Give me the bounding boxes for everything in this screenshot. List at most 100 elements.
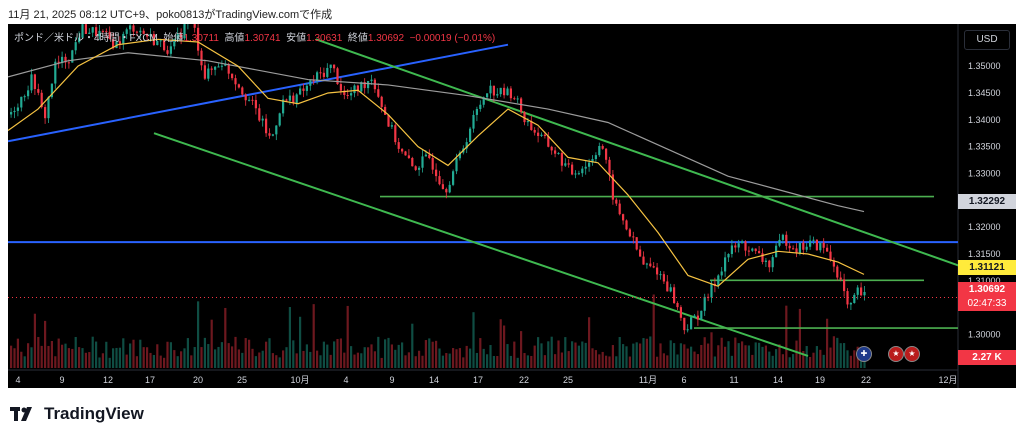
volume-bar [588,317,591,368]
candle-body [118,41,121,45]
volume-bar [353,354,356,368]
candle-body [856,287,859,295]
candle-body [605,148,608,160]
candle-body [513,98,516,100]
candle-body [234,78,237,85]
candle-body [132,25,135,32]
candle-body [499,87,502,95]
candle-body [526,121,529,123]
candle-body [288,95,291,101]
currency-button[interactable]: USD [964,30,1010,50]
volume-bar [329,354,332,368]
volume-bar [574,342,577,368]
long-moving-average [8,52,865,213]
us-flag-icon[interactable]: ★ [888,346,904,362]
volume-bar [550,336,553,368]
candle-body [455,158,458,172]
volume-bar [200,347,203,368]
candle-body [220,65,223,67]
candle-body [244,94,247,101]
volume-bar [683,344,686,368]
candle-body [751,248,754,251]
candle-body [285,99,288,101]
candle-body [67,62,70,64]
price-plot[interactable]: 1.350001.345001.340001.335001.330001.325… [8,24,1016,388]
volume-bar [520,331,523,368]
candle-body [741,241,744,244]
candle-body [30,74,33,91]
candle-body [407,155,410,159]
candle-body [33,74,36,90]
candle-body [258,108,261,121]
candle-body [169,46,172,54]
volume-bar [278,357,281,368]
us-flag-icon[interactable]: ★ [904,346,920,362]
volume-bar [662,353,665,368]
candle-body [639,249,642,257]
candle-body [333,64,336,69]
candle-body [401,148,404,152]
volume-bar [472,312,475,368]
candle-body [520,98,523,112]
candle-body [730,245,733,254]
volume-bar [815,346,818,368]
candle-body [326,67,329,77]
candle-body [710,283,713,298]
volume-bar [261,350,264,368]
candle-body [251,99,254,101]
candle-body [10,112,13,115]
candle-body [853,294,856,303]
candle-body [768,260,771,268]
volume-bar [71,348,74,368]
volume-bar [424,340,427,368]
candle-body [662,274,665,282]
volume-bar [37,336,40,368]
high-label: 高値 [224,33,245,44]
volume-bar [88,352,91,368]
candle-body [652,266,655,268]
volume-bar [23,356,26,368]
gb-flag-icon[interactable]: ✚ [856,346,872,362]
candle-body [135,31,138,33]
candle-body [40,92,43,108]
volume-bar [418,350,421,368]
volume-bar [271,353,274,368]
chart-panel[interactable]: ポンド／米ドル・4時間・FXCM 始値1.30711 高値1.30741 安値1… [8,24,1016,388]
volume-bar [98,357,101,368]
candle-body [207,68,210,79]
volume-bar [27,343,30,368]
volume-bar [554,354,557,368]
volume-bar [530,355,533,368]
candle-body [537,132,540,136]
candle-body [336,68,339,85]
candle-body [57,61,60,63]
x-tick-label: 14 [429,375,439,385]
volume-bar [523,353,526,368]
candle-body [543,134,546,136]
candle-body [788,245,791,249]
volume-bar [458,348,461,368]
candle-body [149,34,152,37]
candle-body [659,274,662,276]
volume-bar [659,343,662,368]
candle-body [628,229,631,237]
volume-bar [377,336,380,368]
volume-bar [441,355,444,368]
candle-body [346,94,349,96]
candle-body [533,129,536,133]
volume-bar [812,352,815,368]
volume-bar [74,336,77,368]
candle-body [384,106,387,115]
candle-body [554,150,557,154]
candle-body [635,237,638,250]
candle-body [832,260,835,267]
x-tick-label: 17 [473,375,483,385]
volume-bar [180,351,183,368]
candle-body [761,253,764,262]
candle-body [758,251,761,254]
candle-body [268,133,271,136]
channel-upper-line [315,38,965,269]
candle-body [241,87,244,95]
volume-bar [734,337,737,368]
volume-bar [302,350,305,368]
